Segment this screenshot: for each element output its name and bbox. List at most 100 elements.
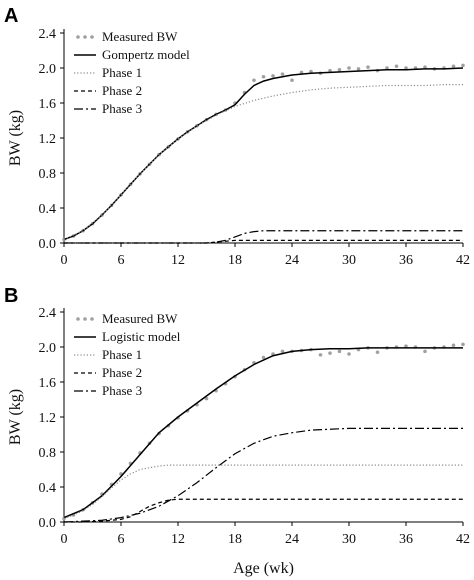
series-phase-2 — [64, 498, 463, 523]
y-tick-label: 1.6 — [39, 376, 57, 391]
data-point — [423, 65, 427, 69]
x-tick-label: 0 — [61, 253, 68, 268]
data-point — [204, 396, 209, 401]
x-tick-label: 6 — [118, 532, 125, 547]
series-phase-1 — [63, 464, 463, 520]
panel-label: B — [4, 285, 18, 307]
legend-label: Phase 3 — [102, 101, 142, 116]
legend-swatch — [76, 317, 80, 321]
legend-swatch — [76, 35, 80, 39]
data-point — [280, 349, 285, 354]
x-tick-label: 30 — [342, 253, 356, 268]
panel-a: A 0.0 0.4 0.8 1.2 1.6 2.0 2.4 0 6 12 18 24 30 36 42 BW (… — [4, 5, 470, 268]
data-point — [337, 67, 342, 72]
panel-b: B 0.0 0.4 0.8 1.2 1.6 2.0 2.4 0 6 12 18 24 30 36 42 BW (… — [4, 285, 470, 577]
data-point — [337, 349, 342, 354]
series-logistic-model — [63, 347, 463, 519]
data-point — [394, 64, 399, 69]
y-tick-label: 2.0 — [39, 62, 57, 77]
y-tick-label: 2.0 — [39, 341, 57, 356]
data-point — [271, 74, 275, 78]
series-line — [64, 230, 463, 244]
y-tick-label: 0.0 — [39, 237, 57, 252]
data-point — [451, 343, 456, 348]
data-point — [385, 66, 389, 70]
y-tick-label: 0.0 — [39, 516, 57, 531]
x-tick-label: 42 — [456, 532, 470, 547]
legend-label: Phase 1 — [102, 347, 142, 362]
y-tick-label: 0.4 — [39, 202, 57, 217]
data-point — [356, 67, 361, 71]
series-line — [64, 498, 463, 523]
x-tick-label: 18 — [228, 253, 242, 268]
legend-label: Phase 1 — [102, 65, 142, 80]
series-line — [63, 464, 463, 520]
data-point — [309, 69, 313, 74]
y-axis-title: BW (kg) — [7, 110, 24, 166]
panel-label: A — [4, 5, 18, 27]
data-point — [451, 64, 456, 69]
series-phase-3 — [63, 427, 463, 523]
data-point — [261, 74, 266, 79]
legend-label: Phase 2 — [102, 365, 142, 380]
legend: Measured BW Gompertz model Phase 1 Phase 2 P… — [74, 29, 190, 116]
legend-label: Phase 3 — [102, 383, 142, 398]
data-point — [404, 344, 408, 348]
legend-label: Logistic model — [102, 329, 181, 344]
data-point — [261, 355, 266, 360]
data-point — [290, 78, 294, 83]
data-point — [461, 342, 465, 347]
x-tick-label: 30 — [342, 532, 356, 547]
x-tick-label: 24 — [285, 253, 299, 268]
y-tick-label: 2.4 — [39, 306, 57, 321]
data-point — [328, 68, 332, 73]
data-point — [375, 350, 380, 355]
data-point — [404, 66, 408, 70]
x-tick-label: 0 — [61, 532, 68, 547]
y-tick-label: 1.2 — [39, 411, 57, 426]
legend-label: Measured BW — [102, 311, 178, 326]
data-point — [366, 65, 370, 69]
x-tick-label: 6 — [118, 253, 125, 268]
series-phase-3 — [64, 230, 463, 244]
data-point — [328, 351, 332, 355]
legend-swatch — [90, 35, 94, 39]
data-point — [318, 353, 323, 357]
series-line — [63, 84, 463, 241]
data-point — [347, 66, 351, 70]
x-tick-label: 12 — [171, 532, 185, 547]
x-tick-label: 36 — [399, 532, 413, 547]
data-point — [252, 78, 256, 83]
legend-swatch — [90, 317, 94, 321]
legend-label: Measured BW — [102, 29, 178, 44]
x-tick-label: 36 — [399, 253, 413, 268]
y-tick-label: 0.4 — [39, 481, 57, 496]
legend: Measured BW Logistic model Phase 1 Phase 2 P… — [74, 311, 181, 398]
y-tick-label: 0.8 — [39, 167, 57, 182]
x-tick-label: 18 — [228, 532, 242, 547]
legend-label: Phase 2 — [102, 83, 142, 98]
x-tick-label: 12 — [171, 253, 185, 268]
data-point — [299, 70, 304, 75]
series-gompertz-model — [63, 67, 464, 241]
series-line — [63, 427, 463, 523]
x-tick-label: 42 — [456, 253, 470, 268]
legend-swatch — [83, 35, 87, 39]
legend-label: Gompertz model — [102, 47, 190, 62]
series-line — [63, 67, 464, 241]
data-point — [347, 352, 351, 356]
series-phase-1 — [63, 84, 463, 241]
x-tick-label: 24 — [285, 532, 299, 547]
series-group — [62, 63, 465, 244]
series-line — [63, 347, 463, 519]
y-tick-label: 2.4 — [39, 27, 57, 42]
x-axis-title: Age (wk) — [233, 560, 294, 577]
y-tick-label: 1.2 — [39, 132, 57, 147]
y-tick-label: 0.8 — [39, 446, 57, 461]
data-point — [461, 63, 465, 68]
legend-swatch — [83, 317, 87, 321]
y-tick-label: 1.6 — [39, 97, 57, 112]
data-point — [423, 349, 427, 354]
data-point — [280, 72, 285, 76]
